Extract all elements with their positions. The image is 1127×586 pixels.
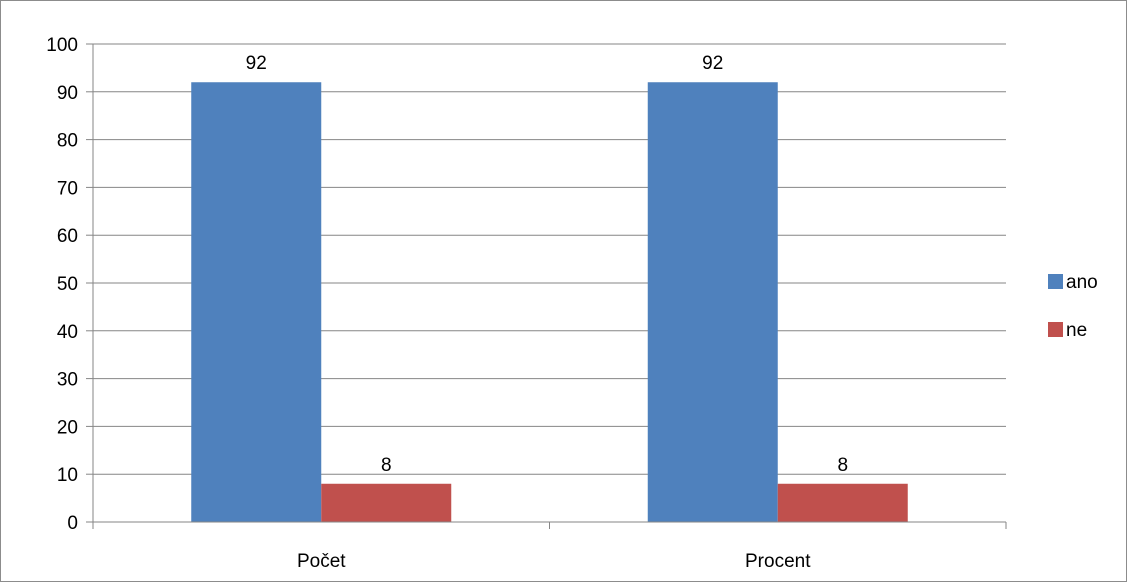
data-label-ano-1: 92	[246, 53, 267, 74]
legend-label-ne: ne	[1066, 320, 1087, 341]
legend-swatch-ne	[1048, 322, 1063, 337]
y-tick-label: 80	[57, 131, 78, 152]
x-tick-label: Počet	[297, 551, 346, 572]
x-axis-tick-labels: Počet Procent	[297, 551, 811, 572]
bar-ne-1	[321, 483, 452, 522]
legend-swatch-ano	[1048, 274, 1063, 289]
y-tick-label: 30	[57, 370, 78, 391]
y-tick-label: 70	[57, 178, 78, 199]
y-tick-label: 90	[57, 83, 78, 104]
x-tick-label: Procent	[745, 551, 811, 572]
data-label-ne-1: 8	[381, 455, 392, 476]
legend-label-ano: ano	[1066, 272, 1098, 293]
data-label-ano-2: 92	[702, 53, 723, 74]
bars	[191, 82, 908, 523]
axes	[86, 43, 1007, 529]
bar-ano-1	[191, 82, 322, 523]
y-tick-label: 0	[67, 513, 78, 534]
y-tick-label: 50	[57, 274, 78, 295]
bar-data-labels: 92 8 92 8	[246, 53, 848, 476]
y-tick-label: 100	[46, 35, 78, 56]
y-axis-tick-labels: 0 10 20 30 40 50 60 70 80 90 100	[46, 35, 78, 534]
bar-ne-2	[777, 483, 908, 522]
y-tick-label: 40	[57, 322, 78, 343]
y-tick-label: 10	[57, 465, 78, 486]
legend: ano ne	[1048, 272, 1098, 341]
y-tick-label: 60	[57, 226, 78, 247]
data-label-ne-2: 8	[837, 455, 848, 476]
bar-ano-2	[647, 82, 778, 523]
y-tick-label: 20	[57, 417, 78, 438]
